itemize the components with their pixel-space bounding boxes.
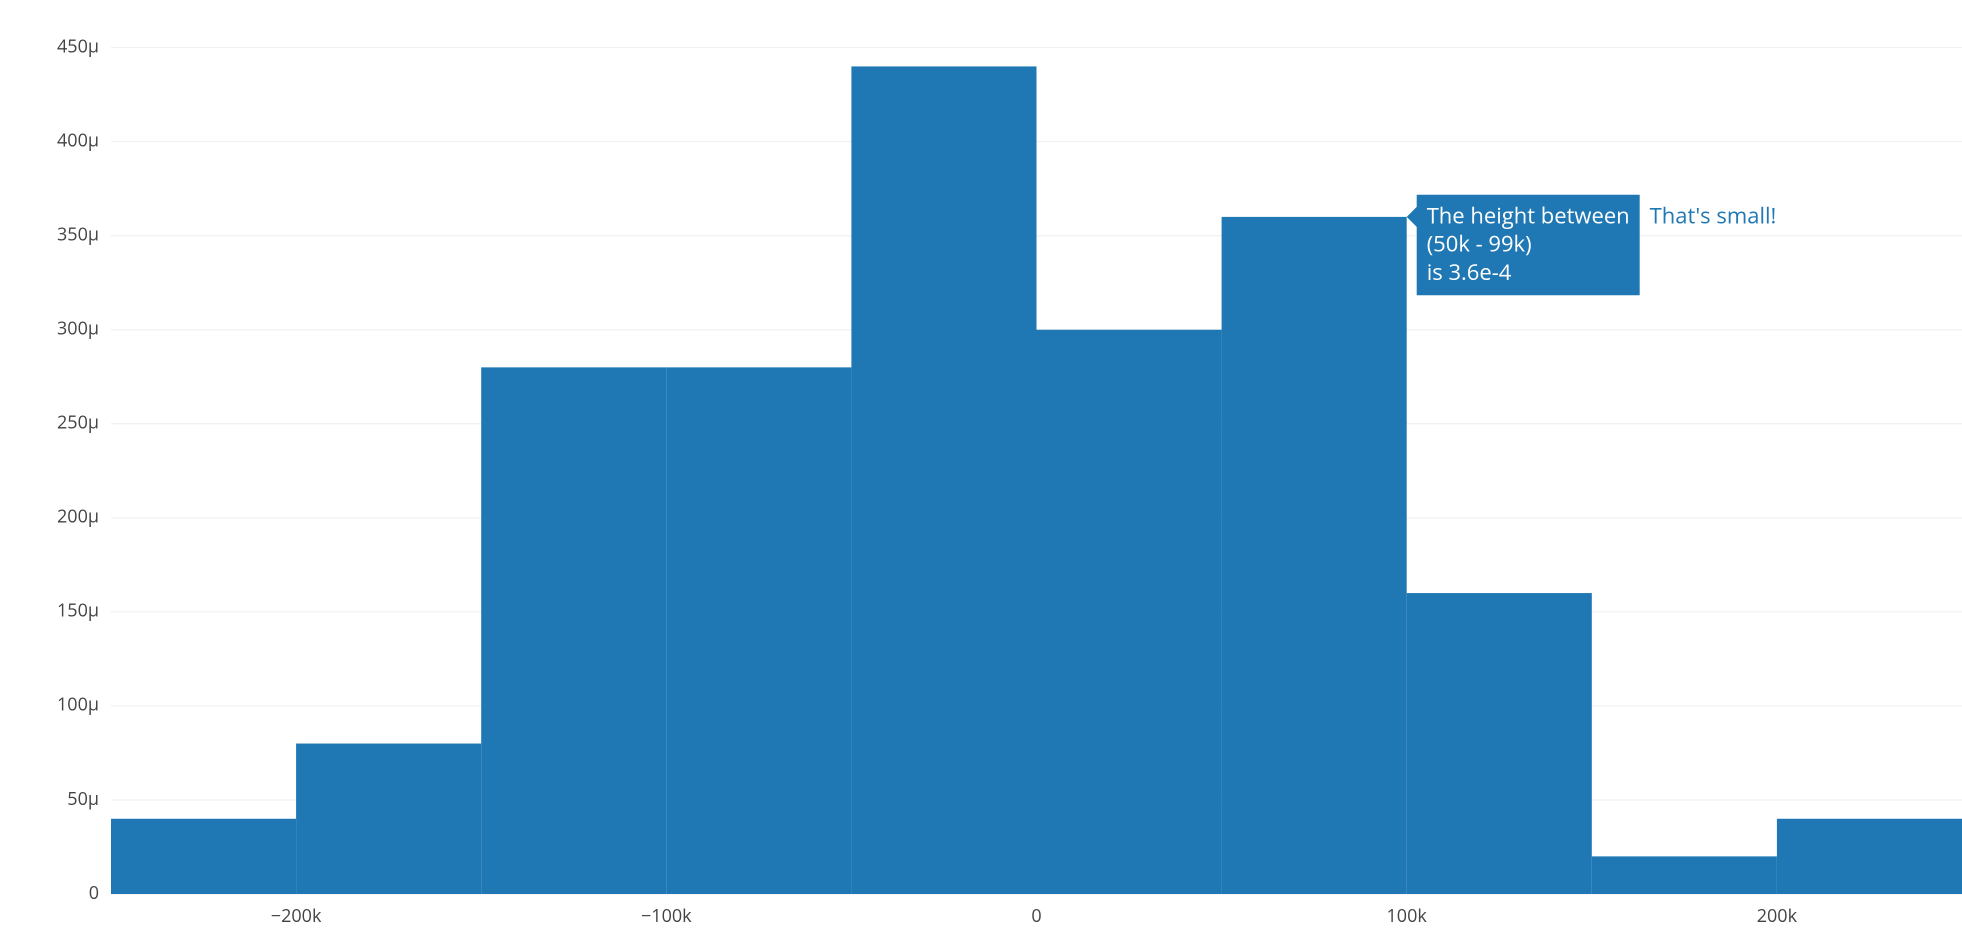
- histogram-bar[interactable]: [666, 367, 851, 894]
- tooltip-line: The height between: [1427, 200, 1630, 230]
- histogram-bar[interactable]: [851, 66, 1036, 894]
- x-tick-label: 100k: [1387, 904, 1428, 928]
- histogram-bar[interactable]: [1222, 217, 1407, 894]
- histogram-bar[interactable]: [481, 367, 666, 894]
- x-tick-label: −100k: [641, 904, 692, 928]
- histogram-bar[interactable]: [1407, 593, 1592, 894]
- histogram-bar[interactable]: [111, 819, 296, 894]
- y-tick-label: 350μ: [57, 223, 99, 247]
- annotation-text: That's small!: [1650, 200, 1777, 230]
- x-tick-label: 200k: [1757, 904, 1798, 928]
- y-tick-label: 200μ: [57, 505, 99, 529]
- histogram-bar[interactable]: [1592, 856, 1777, 894]
- chart-svg: 0 50μ 100μ 150μ 200μ 250μ 300μ 350μ 400μ 450μ −200…: [0, 0, 1962, 938]
- y-tick-label: 450μ: [57, 34, 99, 58]
- x-tick-label: −200k: [271, 904, 322, 928]
- y-tick-label: 250μ: [57, 411, 99, 435]
- y-tick-label: 50μ: [67, 787, 99, 811]
- y-tick-label: 150μ: [57, 599, 99, 623]
- y-tick-label: 100μ: [57, 693, 99, 717]
- tooltip: The height between (50k - 99k) is 3.6e-4: [1407, 195, 1640, 295]
- tooltip-line: is 3.6e-4: [1427, 257, 1512, 287]
- histogram-bar[interactable]: [296, 744, 481, 894]
- histogram-bar[interactable]: [1037, 330, 1222, 894]
- histogram-chart: 0 50μ 100μ 150μ 200μ 250μ 300μ 350μ 400μ 450μ −200…: [0, 0, 1962, 938]
- histogram-bar[interactable]: [1777, 819, 1962, 894]
- x-tick-label: 0: [1031, 904, 1041, 928]
- y-tick-label: 400μ: [57, 128, 99, 152]
- y-tick-label: 300μ: [57, 317, 99, 341]
- tooltip-line: (50k - 99k): [1427, 229, 1532, 259]
- y-tick-label: 0: [89, 881, 99, 905]
